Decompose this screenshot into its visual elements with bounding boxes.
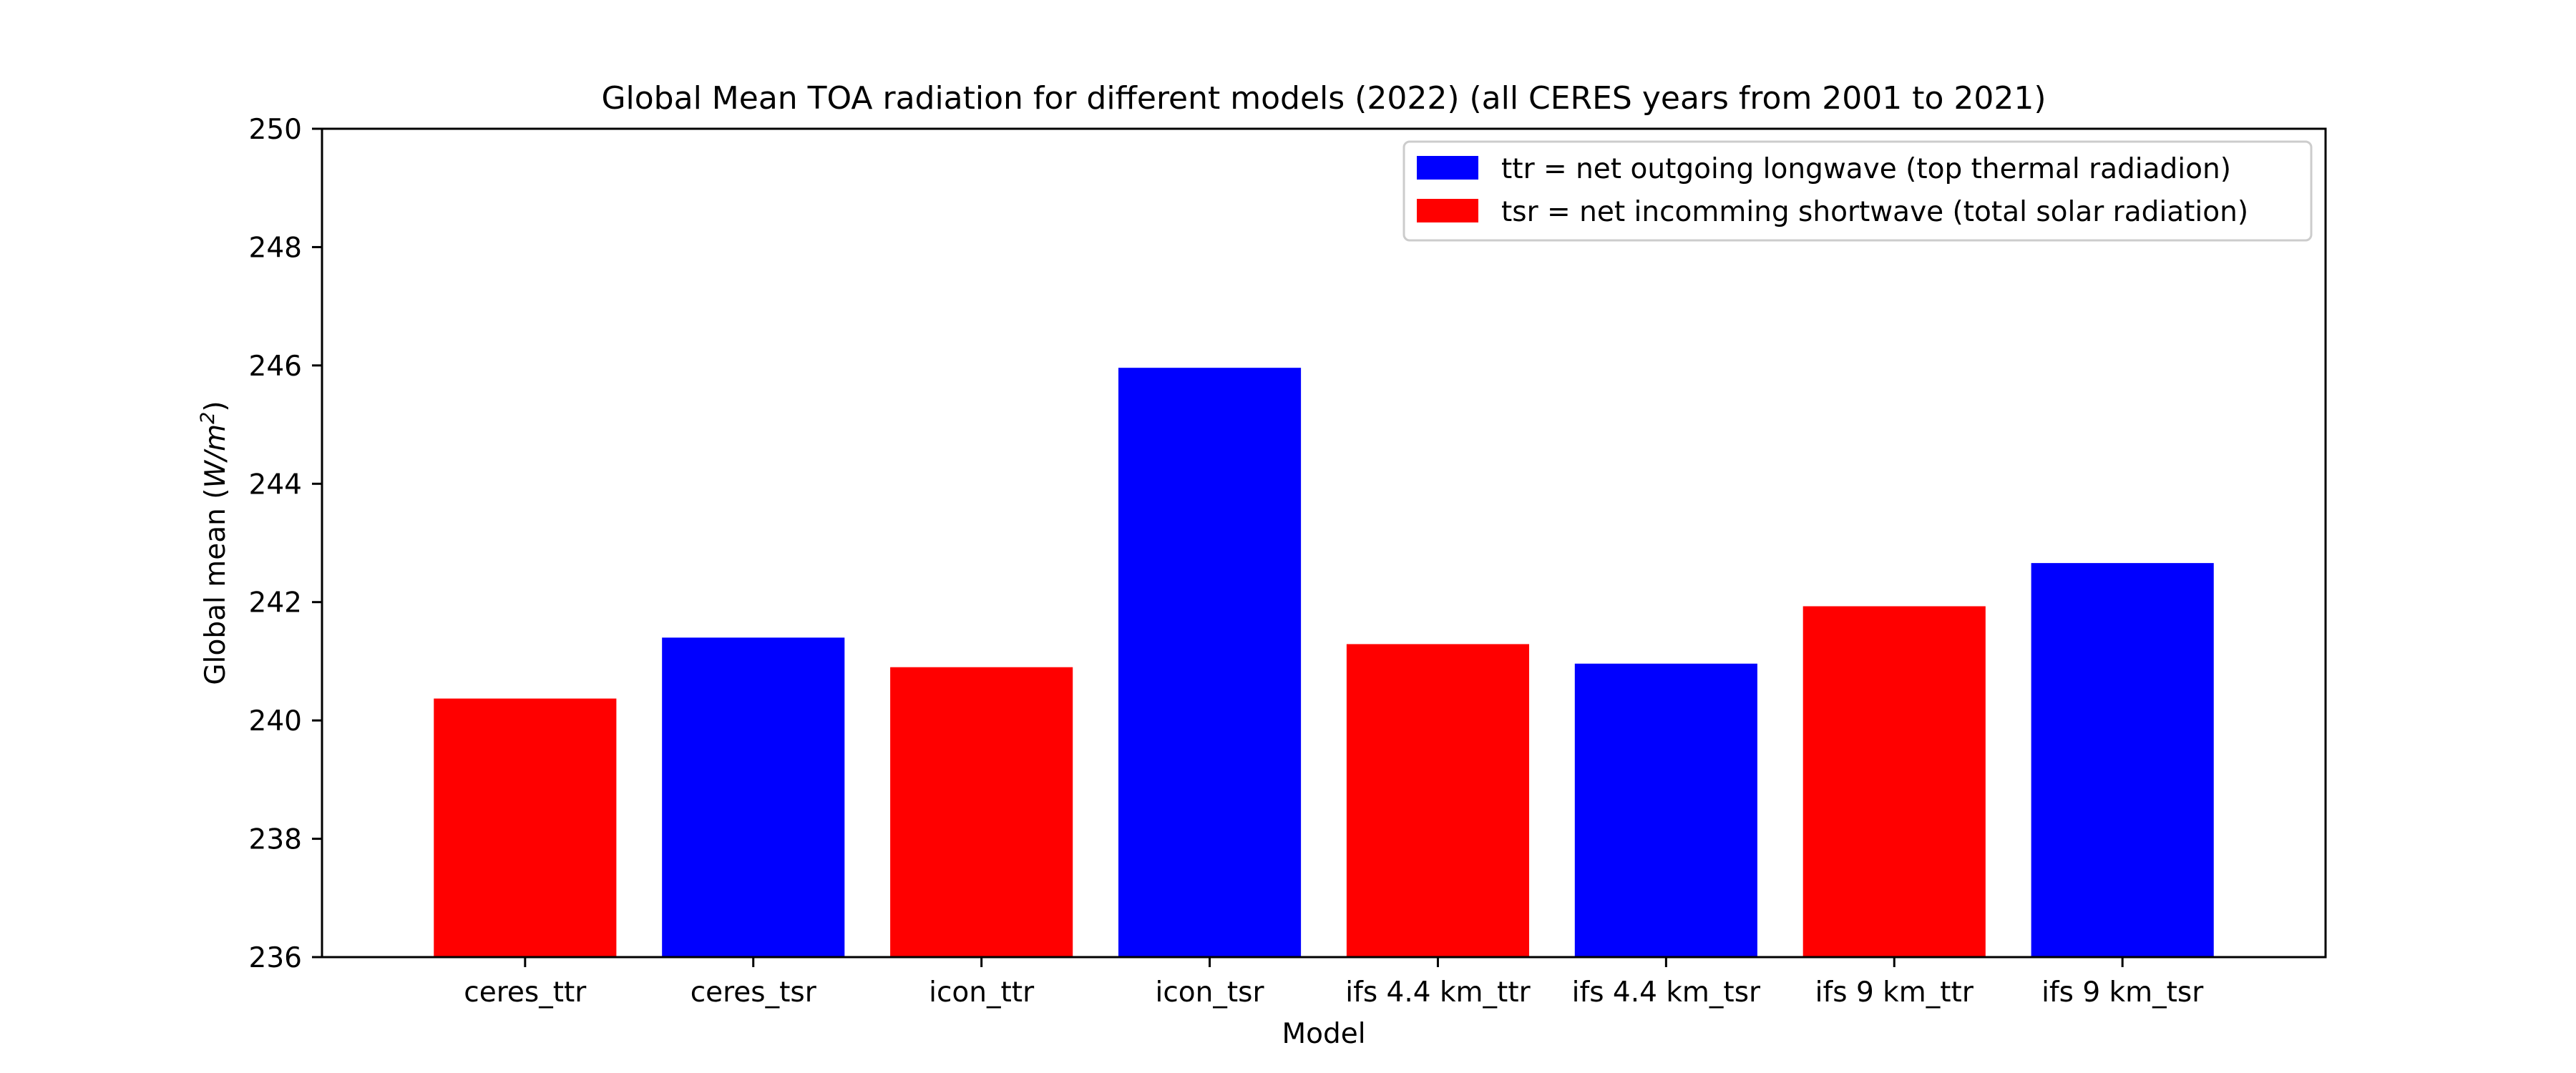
x-tick-label: ifs 4.4 km_ttr [1345,976,1531,1009]
legend: ttr = net outgoing longwave (top thermal… [1402,140,2313,242]
y-tick-label: 248 [249,232,302,264]
bar-ifs-9-km-tsr [2031,563,2214,957]
y-axis-label: Global mean (W/m2) [197,401,232,685]
x-axis-label: Model [1282,1018,1365,1050]
y-axis-ticks: 236 238 240 242 244 246 248 250 [249,114,322,974]
x-tick-label: icon_ttr [929,976,1035,1009]
y-axis-label-unit: W/m [200,424,232,489]
legend-swatch [1417,156,1478,180]
y-axis-label-suffix: ) [200,401,232,411]
plot-frame [321,127,2327,959]
y-tick-label: 246 [249,351,302,383]
x-axis-ticks: ceres_ttr ceres_tsr icon_ttr icon_tsr ifs 4.… [464,957,2204,1009]
x-tick-label: icon_tsr [1156,976,1265,1009]
bar-ifs-9-km-ttr [1802,606,1986,957]
chart-title: Global Mean TOA radiation for different … [601,80,2046,117]
legend-entries: ttr = net outgoing longwave (top thermal… [1417,153,2248,228]
y-tick-label: 238 [249,824,302,856]
y-axis-label-exponent: 2 [197,412,219,424]
bar-ceres-ttr [434,698,617,957]
bars-layer [434,368,2214,957]
y-axis-label-prefix: Global mean ( [200,489,232,685]
legend-label: ttr = net outgoing longwave (top thermal… [1501,153,2231,185]
x-tick-label: ifs 4.4 km_tsr [1572,976,1761,1009]
x-tick-label: ceres_tsr [691,976,817,1009]
y-tick-label: 244 [249,469,302,501]
legend-label: tsr = net incomming shortwave (total sol… [1501,196,2248,228]
bar-ifs-4-4-km-tsr [1574,663,1757,957]
bar-ceres-tsr [662,637,845,957]
bar-icon-ttr [890,667,1073,957]
y-tick-label: 236 [249,942,302,974]
y-tick-label: 242 [249,587,302,619]
legend-box [1402,140,2313,242]
legend-swatch [1417,199,1478,222]
bar-ifs-4-4-km-ttr [1346,644,1530,957]
x-tick-label: ifs 9 km_tsr [2041,976,2204,1009]
bar-icon-tsr [1118,368,1302,957]
x-tick-label: ceres_ttr [464,976,587,1009]
x-tick-label: ifs 9 km_ttr [1815,976,1974,1009]
y-tick-label: 240 [249,705,302,738]
y-tick-label: 250 [249,114,302,146]
